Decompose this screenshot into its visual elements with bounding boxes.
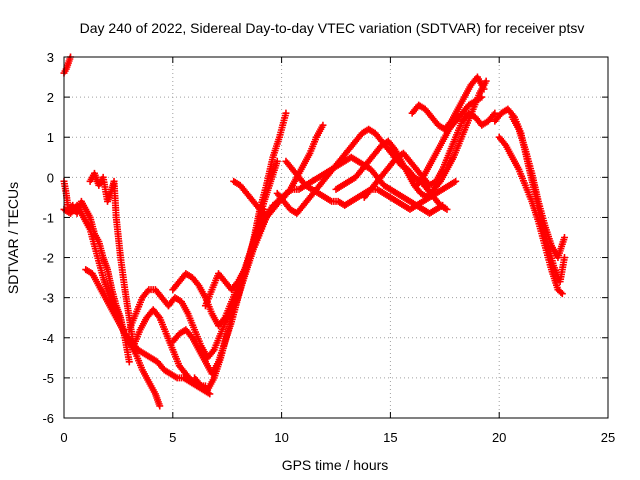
data-point bbox=[482, 77, 490, 85]
y-tick-label: -4 bbox=[42, 331, 54, 346]
series-arc-21 bbox=[495, 133, 566, 298]
y-tick-label: -3 bbox=[42, 291, 54, 306]
data-point bbox=[480, 85, 488, 93]
data-point bbox=[156, 402, 164, 410]
y-tick-label: 2 bbox=[47, 90, 54, 105]
y-axis-label: SDTVAR / TECUs bbox=[5, 182, 21, 294]
x-tick-label: 10 bbox=[274, 430, 288, 445]
y-tick-label: -2 bbox=[42, 251, 54, 266]
series-arc-22 bbox=[508, 113, 568, 262]
y-tick-label: 3 bbox=[47, 50, 54, 65]
data-point bbox=[491, 109, 499, 117]
data-point bbox=[478, 93, 486, 101]
data-point bbox=[282, 109, 290, 117]
x-tick-label: 25 bbox=[601, 430, 615, 445]
series-arc-19 bbox=[413, 93, 486, 189]
data-point bbox=[558, 290, 566, 298]
grid bbox=[64, 57, 608, 418]
series-arc-13 bbox=[230, 177, 447, 221]
y-tick-label: -1 bbox=[42, 210, 54, 225]
data-point bbox=[273, 157, 281, 165]
y-tick-label: 1 bbox=[47, 130, 54, 145]
y-tick-label: 0 bbox=[47, 170, 54, 185]
data-point bbox=[125, 358, 133, 366]
plot-frame bbox=[63, 56, 609, 419]
x-tick-label: 15 bbox=[383, 430, 397, 445]
series-arc-17 bbox=[360, 109, 499, 201]
data-point bbox=[206, 390, 214, 398]
axes: 0 5 10 15 20 25 -6 -5 -4 -3 -2 -1 0 1 2 3 bbox=[42, 50, 615, 445]
data-point bbox=[560, 254, 568, 262]
x-tick-label: 0 bbox=[60, 430, 67, 445]
data-point bbox=[443, 205, 451, 213]
chart-title: Day 240 of 2022, Sidereal Day-to-day VTE… bbox=[80, 20, 585, 36]
data-points bbox=[60, 53, 568, 410]
series-arc-11 bbox=[191, 201, 277, 394]
data-point bbox=[557, 288, 565, 296]
data-point bbox=[452, 177, 460, 185]
y-tick-label: -5 bbox=[42, 371, 54, 386]
x-axis-label: GPS time / hours bbox=[282, 457, 389, 473]
data-point bbox=[560, 234, 568, 241]
x-tick-label: 20 bbox=[492, 430, 506, 445]
x-tick-label: 5 bbox=[169, 430, 176, 445]
data-point bbox=[319, 121, 327, 129]
y-tick-label: -6 bbox=[42, 411, 54, 426]
